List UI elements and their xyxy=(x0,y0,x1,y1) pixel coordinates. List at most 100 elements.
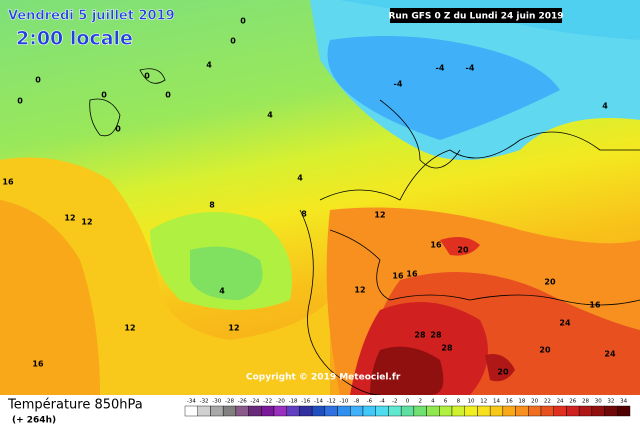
contour-label: -4 xyxy=(436,64,445,73)
scale-label: 14 xyxy=(493,399,500,405)
contour-label: 16 xyxy=(2,178,14,187)
contour-label: 12 xyxy=(64,214,75,223)
scale-swatch xyxy=(197,405,211,417)
scale-swatch xyxy=(528,405,542,417)
contour-label: 0 xyxy=(101,91,107,100)
scale-swatch xyxy=(464,405,478,417)
contour-label: 4 xyxy=(602,102,608,111)
contour-label: 0 xyxy=(115,125,121,134)
contour-label: 16 xyxy=(392,272,404,281)
contour-label: 28 xyxy=(430,331,442,340)
scale-swatch xyxy=(235,405,249,417)
scale-label: -30 xyxy=(212,399,221,405)
scale-label: 32 xyxy=(607,399,614,405)
scale-label: -10 xyxy=(339,399,348,405)
scale-swatch xyxy=(350,405,364,417)
contour-label: 4 xyxy=(267,111,273,120)
contour-label: 12 xyxy=(228,324,239,333)
footer-lead: (+ 264h) xyxy=(12,416,56,426)
scale-swatch xyxy=(324,405,338,417)
scale-label: 34 xyxy=(620,399,627,405)
scale-swatch xyxy=(489,405,504,417)
scale-label: -18 xyxy=(289,399,298,405)
scale-label: -14 xyxy=(314,399,323,405)
contour-label: 28 xyxy=(414,331,426,340)
contour-label: 12 xyxy=(354,286,365,295)
contour-label: 16 xyxy=(406,270,418,279)
scale-swatch xyxy=(515,405,529,417)
scale-label: 6 xyxy=(444,399,448,405)
scale-label: 12 xyxy=(480,399,487,405)
contour-label: 0 xyxy=(240,17,246,26)
scale-label: -8 xyxy=(354,399,360,405)
scale-swatch xyxy=(222,405,237,417)
scale-label: -16 xyxy=(301,399,310,405)
contour-label: 0 xyxy=(35,76,41,85)
scale-label: 4 xyxy=(431,399,435,405)
contour-label: 8 xyxy=(209,201,215,210)
scale-label: 8 xyxy=(457,399,461,405)
scale-swatch xyxy=(451,405,465,417)
contour-label: -4 xyxy=(394,80,403,89)
scale-swatch xyxy=(299,405,313,417)
contour-label: 16 xyxy=(589,301,601,310)
scale-swatch xyxy=(540,405,554,417)
contour-label: 24 xyxy=(604,350,616,359)
scale-swatch xyxy=(184,405,198,417)
scale-label: 10 xyxy=(468,399,475,405)
scale-label: 20 xyxy=(531,399,538,405)
scale-label: 28 xyxy=(582,399,589,405)
scale-label: 26 xyxy=(569,399,576,405)
scale-label: -22 xyxy=(263,399,272,405)
scale-label: -12 xyxy=(327,399,336,405)
scale-label: 16 xyxy=(506,399,513,405)
contour-label: 20 xyxy=(544,278,556,287)
contour-label: -4 xyxy=(466,64,475,73)
scale-swatch xyxy=(553,405,567,417)
scale-swatch xyxy=(261,405,275,417)
scale-label: -28 xyxy=(225,399,234,405)
contour-label: 28 xyxy=(441,344,453,353)
scale-label: -4 xyxy=(379,399,385,405)
copyright: Copyright © 2019 Meteociel.fr xyxy=(246,373,401,383)
scale-swatch xyxy=(426,405,440,417)
scale-label: -20 xyxy=(276,399,285,405)
scale-swatch xyxy=(578,405,593,417)
scale-label: -26 xyxy=(238,399,247,405)
contour-label: 16 xyxy=(32,360,44,369)
contour-label: 16 xyxy=(430,241,442,250)
scale-swatch xyxy=(210,405,224,417)
scale-swatch xyxy=(362,405,376,417)
scale-swatch xyxy=(413,405,427,417)
map xyxy=(0,0,640,395)
scale-label: 22 xyxy=(544,399,551,405)
contour-label: 0 xyxy=(230,37,236,46)
scale-swatch xyxy=(388,405,402,417)
scale-label: 0 xyxy=(406,399,410,405)
scale-label: -32 xyxy=(200,399,209,405)
scale-label: -34 xyxy=(187,399,196,405)
scale-swatch xyxy=(248,405,262,417)
scale-swatch xyxy=(286,405,300,417)
contour-label: 12 xyxy=(374,211,385,220)
scale-swatch xyxy=(502,405,516,417)
scale-swatch xyxy=(591,405,605,417)
scale-label: -24 xyxy=(250,399,259,405)
scale-swatch xyxy=(477,405,491,417)
forecast-date: Vendredi 5 juillet 2019 xyxy=(8,9,175,24)
contour-label: 0 xyxy=(17,97,23,106)
scale-label: 2 xyxy=(418,399,422,405)
scale-swatch xyxy=(604,405,618,417)
scale-label: -2 xyxy=(392,399,397,405)
scale-swatch xyxy=(566,405,580,417)
scale-swatch xyxy=(337,405,351,417)
contour-label: 4 xyxy=(219,287,225,296)
forecast-time: 2:00 locale xyxy=(16,28,133,50)
contour-label: 8 xyxy=(301,210,307,219)
contour-label: 20 xyxy=(457,246,469,255)
scale-swatch xyxy=(375,405,389,417)
contour-label: 12 xyxy=(81,218,92,227)
scale-swatch xyxy=(400,405,415,417)
